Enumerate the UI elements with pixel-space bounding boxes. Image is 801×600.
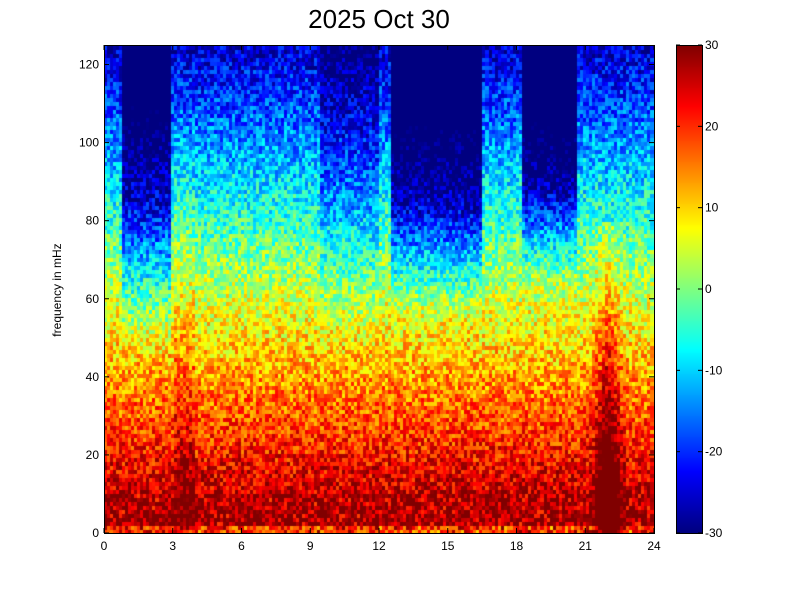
colorbar-tick-label: 30	[705, 38, 719, 52]
y-tick-label: 120	[79, 58, 99, 72]
colorbar-tick-label: -30	[705, 526, 723, 540]
y-tick-label: 80	[86, 214, 100, 228]
x-tick-label: 21	[579, 539, 593, 553]
y-tick-label: 40	[86, 370, 100, 384]
x-tick-label: 18	[510, 539, 524, 553]
y-tick-label: 100	[79, 136, 99, 150]
x-tick-label: 24	[647, 539, 661, 553]
y-tick-label: 0	[92, 526, 99, 540]
x-tick-label: 3	[169, 539, 176, 553]
x-tick-label: 9	[307, 539, 314, 553]
colorbar-tick-label: -20	[705, 445, 723, 459]
x-tick-label: 15	[441, 539, 455, 553]
colorbar-tick-label: 0	[705, 282, 712, 296]
x-tick-label: 6	[238, 539, 245, 553]
y-tick-label: 20	[86, 448, 100, 462]
x-tick-label: 0	[101, 539, 108, 553]
colorbar-ticks: -30 -20 -10 0 10 20 30	[676, 38, 723, 540]
y-tick-label: 60	[86, 292, 100, 306]
colorbar-tick-label: 10	[705, 201, 719, 215]
heatmap-image	[104, 45, 654, 533]
x-ticks: 0 3 6 9 12 15 18 21 24	[101, 45, 661, 553]
plot-frame	[104, 45, 655, 534]
x-tick-label: 12	[372, 539, 386, 553]
chart-title: 2025 Oct 30	[308, 4, 450, 34]
colorbar-tick-label: -10	[705, 363, 723, 377]
colorbar-tick-label: 20	[705, 119, 719, 133]
y-ticks: 0 20 40 60 80 100 120	[79, 58, 654, 540]
colorbar-image	[676, 45, 702, 533]
